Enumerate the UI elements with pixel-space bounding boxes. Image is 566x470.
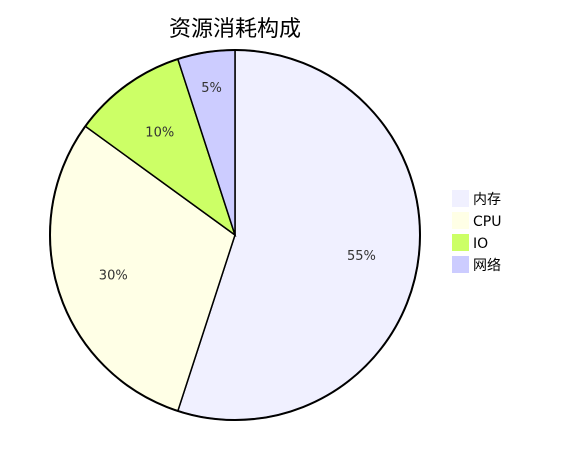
pie-labels: 55% 30% 10% 5%: [99, 81, 376, 284]
legend-swatch-0: [452, 190, 469, 207]
chart-title: 资源消耗构成: [169, 17, 301, 42]
legend-swatch-3: [452, 256, 469, 273]
legend-label-3: 网络: [473, 258, 501, 274]
legend-swatch-2: [452, 234, 469, 251]
slice-label-0: 55%: [347, 249, 376, 264]
legend-label-2: IO: [473, 236, 488, 252]
pie-outline: [49, 49, 421, 421]
slice-label-2: 10%: [145, 125, 174, 140]
slice-label-1: 30%: [99, 269, 128, 284]
slice-label-3: 5%: [201, 81, 222, 96]
legend-label-0: 内存: [473, 192, 501, 208]
legend-swatch-1: [452, 212, 469, 229]
pie-slices: [49, 49, 421, 421]
legend: 内存 CPU IO 网络: [452, 190, 501, 274]
legend-label-1: CPU: [473, 214, 501, 230]
